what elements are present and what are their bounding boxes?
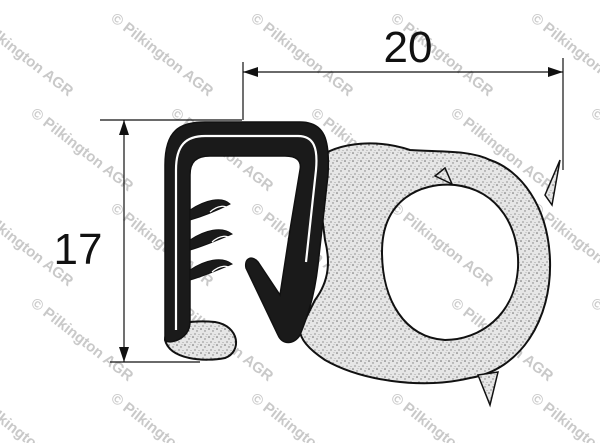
watermark-text-20: © Pilkington AGR [0,390,76,443]
watermark-text-15: © Pilkington AGR [28,295,137,385]
height-dimension: 17 [54,119,242,363]
watermark-text-5: © Pilkington AGR [28,105,137,195]
height-arrow-top [119,120,129,135]
watermark-text-1: © Pilkington AGR [108,10,217,100]
watermark-text-21: © Pilkington AGR [108,390,217,443]
rubber-clip [164,121,330,344]
width-arrow-left [243,67,258,77]
width-arrow-right [548,67,563,77]
width-dimension: 20 [242,23,564,170]
watermark-text-19: © Pilkington AGR [588,295,600,385]
height-arrow-bottom [119,347,129,362]
watermark-text-22: © Pilkington AGR [248,390,357,443]
sponge-bulb [298,142,561,408]
watermark-text-4: © Pilkington AGR [528,10,600,100]
watermark-text-2: © Pilkington AGR [248,10,357,100]
watermark-text-13: © Pilkington AGR [388,200,497,290]
watermark-text-24: © Pilkington AGR [528,390,600,443]
width-label: 20 [384,23,433,72]
watermark-text-9: © Pilkington AGR [588,105,600,195]
watermark-text-0: © Pilkington AGR [0,10,76,100]
watermark-text-23: © Pilkington AGR [388,390,497,443]
height-label: 17 [54,225,103,274]
